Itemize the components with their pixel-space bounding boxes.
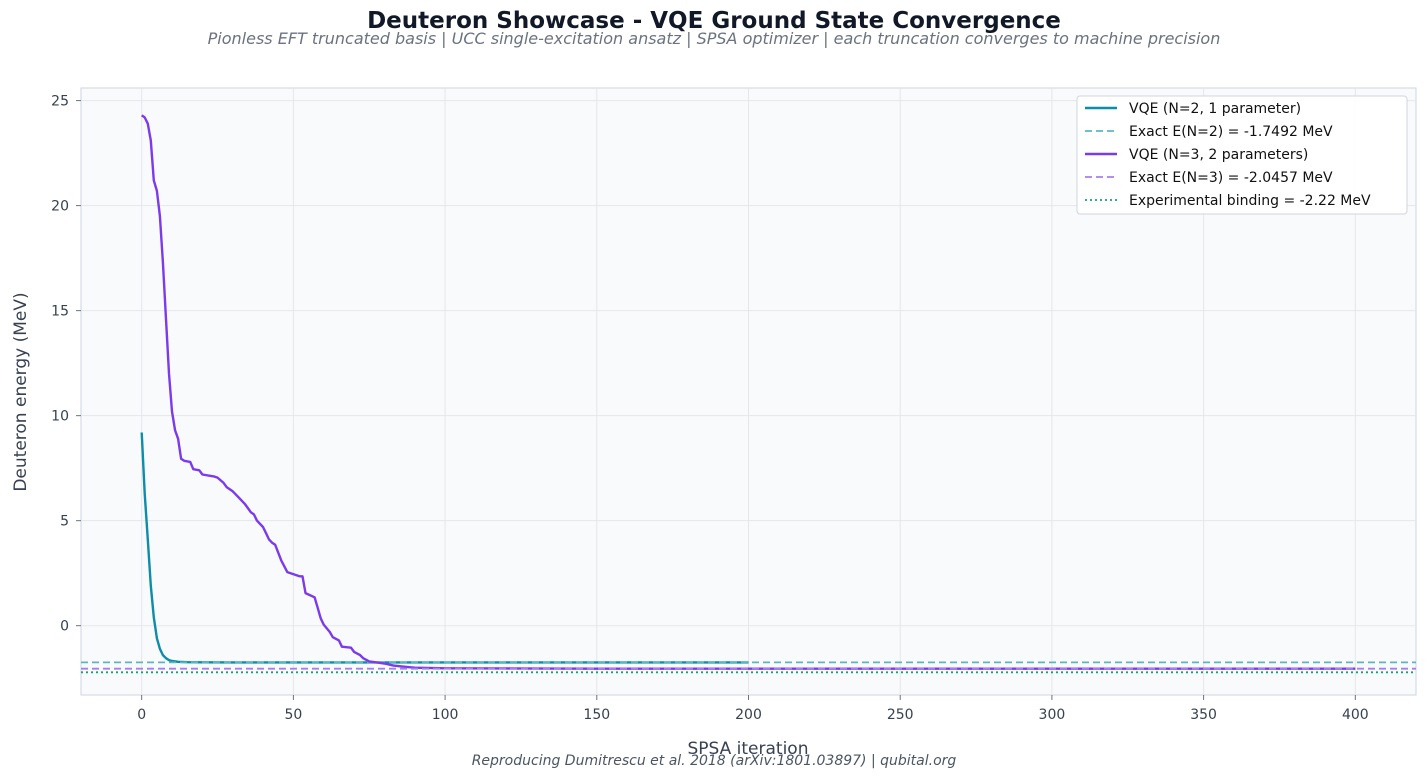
legend-label: VQE (N=2, 1 parameter) <box>1129 101 1301 117</box>
y-tick-label: 20 <box>51 199 69 215</box>
x-tick-label: 250 <box>887 707 914 723</box>
y-axis-label: Deuteron energy (MeV) <box>11 292 31 491</box>
x-tick-label: 0 <box>137 707 146 723</box>
legend-box <box>1076 95 1408 215</box>
legend: VQE (N=2, 1 parameter) Exact E(N=2) = -1.… <box>1076 95 1408 215</box>
x-axis-label: SPSA iteration <box>687 739 808 759</box>
chart-footer: Reproducing Dumitrescu et al. 2018 (arXi… <box>471 753 957 769</box>
y-axis-ticks: 0 5 10 15 20 25 <box>51 94 81 635</box>
y-tick-label: 5 <box>60 514 69 530</box>
legend-label: VQE (N=3, 2 parameters) <box>1129 147 1308 163</box>
series-line-2 <box>141 114 1356 670</box>
chart-subtitle: Pionless EFT truncated basis | UCC singl… <box>207 29 1221 48</box>
x-tick-label: 50 <box>284 707 302 723</box>
x-tick-label: 100 <box>432 707 459 723</box>
chart-title: Deuteron Showcase - VQE Ground State Con… <box>367 8 1061 34</box>
x-axis-ticks: 0 50 100 150 200 250 300 350 400 <box>137 695 1369 723</box>
y-tick-label: 0 <box>60 619 69 635</box>
y-tick-label: 15 <box>51 304 69 320</box>
x-tick-label: 400 <box>1342 707 1369 723</box>
y-tick-label: 10 <box>51 409 69 425</box>
legend-label: Experimental binding = -2.22 MeV <box>1129 193 1371 209</box>
legend-label: Exact E(N=2) = -1.7492 MeV <box>1129 124 1333 140</box>
x-tick-label: 150 <box>583 707 610 723</box>
x-tick-label: 200 <box>735 707 762 723</box>
x-tick-label: 350 <box>1190 707 1217 723</box>
legend-label: Exact E(N=3) = -2.0457 MeV <box>1129 170 1333 186</box>
y-tick-label: 25 <box>51 94 69 110</box>
series-lines <box>81 114 1416 674</box>
x-tick-label: 300 <box>1039 707 1066 723</box>
